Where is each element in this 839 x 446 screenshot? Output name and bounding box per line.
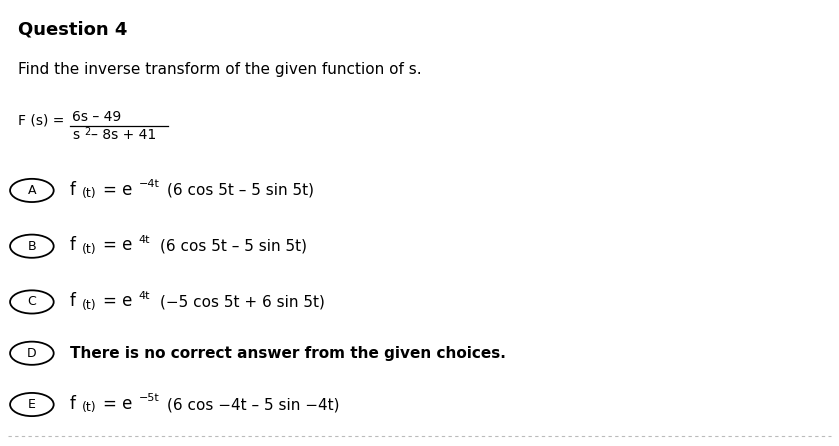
Text: (t): (t): [81, 243, 96, 256]
Text: F (s) =: F (s) =: [18, 113, 65, 128]
Text: A: A: [28, 184, 36, 197]
Text: 4t: 4t: [138, 291, 150, 301]
Text: E: E: [28, 398, 36, 411]
Text: f: f: [70, 395, 76, 413]
Text: B: B: [28, 240, 36, 253]
Text: f: f: [70, 236, 76, 254]
Text: Question 4: Question 4: [18, 20, 128, 38]
Text: 4t: 4t: [138, 235, 150, 245]
Text: = e: = e: [103, 395, 133, 413]
Text: D: D: [27, 347, 37, 360]
Text: – 8s + 41: – 8s + 41: [91, 128, 156, 142]
Text: = e: = e: [103, 292, 133, 310]
Text: (6 cos 5t – 5 sin 5t): (6 cos 5t – 5 sin 5t): [160, 239, 307, 254]
Text: −5t: −5t: [138, 393, 159, 403]
Text: f: f: [70, 181, 76, 198]
Text: (−5 cos 5t + 6 sin 5t): (−5 cos 5t + 6 sin 5t): [160, 294, 326, 310]
Text: (6 cos −4t – 5 sin −4t): (6 cos −4t – 5 sin −4t): [167, 397, 340, 412]
Text: = e: = e: [103, 181, 133, 198]
Text: 6s – 49: 6s – 49: [72, 110, 122, 124]
Text: s: s: [72, 128, 79, 142]
Text: (t): (t): [81, 401, 96, 414]
Text: Find the inverse transform of the given function of s.: Find the inverse transform of the given …: [18, 62, 422, 77]
Text: −4t: −4t: [138, 179, 159, 189]
Text: (6 cos 5t – 5 sin 5t): (6 cos 5t – 5 sin 5t): [167, 183, 314, 198]
Text: = e: = e: [103, 236, 133, 254]
Text: 2: 2: [85, 127, 91, 136]
Text: (t): (t): [81, 298, 96, 312]
Text: There is no correct answer from the given choices.: There is no correct answer from the give…: [70, 346, 506, 361]
Text: C: C: [28, 295, 36, 309]
Text: f: f: [70, 292, 76, 310]
Text: (t): (t): [81, 187, 96, 200]
